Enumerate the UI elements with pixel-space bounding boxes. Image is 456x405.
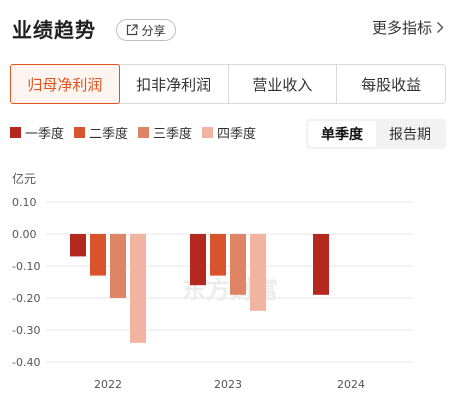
bar-2023-q4[interactable] xyxy=(250,234,266,311)
legend-label-q4: 四季度 xyxy=(217,126,257,142)
legend-item-q4[interactable]: 四季度 xyxy=(202,123,256,142)
bar-2022-q2[interactable] xyxy=(90,234,106,276)
tab-net-profit[interactable]: 归母净利润 xyxy=(10,64,120,104)
bar-2024-q1[interactable] xyxy=(313,234,329,295)
net-profit-chart: 东方财富 亿元0.100.00-0.10-0.20-0.30-0.4020222… xyxy=(12,171,412,391)
share-label: 分享 xyxy=(141,23,166,38)
legend-label-q1: 一季度 xyxy=(25,126,65,142)
tab-eps[interactable]: 每股收益 xyxy=(336,65,445,103)
bar-layer xyxy=(70,234,329,343)
y-tick-label: 0.10 xyxy=(12,196,37,209)
share-button[interactable]: 分享 xyxy=(116,19,176,41)
label-layer: 亿元 0.10 0.00 -0.10 -0.20 -0.30 -0.40 2022 2023 20… xyxy=(12,171,365,391)
page-title: 业绩趋势 xyxy=(12,18,96,42)
header: 业绩趋势 分享 更多指标 xyxy=(0,0,456,58)
x-tick-label: 2022 xyxy=(94,378,122,391)
share-icon xyxy=(127,24,139,36)
metric-tabs: 归母净利润 扣非净利润 营业收入 每股收益 xyxy=(10,64,446,104)
y-tick-label: -0.10 xyxy=(12,260,40,273)
bar-2022-q4[interactable] xyxy=(130,234,146,343)
x-tick-label: 2024 xyxy=(337,378,365,391)
tab-deducted-net-profit[interactable]: 扣非净利润 xyxy=(118,65,228,103)
bar-2022-q3[interactable] xyxy=(110,234,126,298)
report-period-button[interactable]: 报告期 xyxy=(389,127,431,143)
more-indicators-label: 更多指标 xyxy=(371,19,432,37)
single-quarter-button[interactable]: 单季度 xyxy=(308,121,376,147)
legend-swatch-q2 xyxy=(74,126,86,138)
chart-legend: 一季度 二季度 三季度 四季度 xyxy=(10,122,266,142)
legend-swatch-q4 xyxy=(202,126,214,138)
more-indicators-link[interactable]: 更多指标 xyxy=(372,17,444,38)
bar-2023-q2[interactable] xyxy=(210,234,226,276)
y-tick-label: 0.00 xyxy=(12,228,37,241)
y-axis-unit-label: 亿元 xyxy=(12,171,36,186)
legend-item-q1[interactable]: 一季度 xyxy=(10,123,64,142)
chevron-right-icon xyxy=(437,22,444,33)
legend-item-q2[interactable]: 二季度 xyxy=(74,123,128,142)
bar-2023-q3[interactable] xyxy=(230,234,246,295)
y-tick-label: -0.20 xyxy=(12,292,40,305)
grid-layer xyxy=(46,201,412,363)
legend-label-q2: 二季度 xyxy=(89,126,129,142)
legend-swatch-q3 xyxy=(138,126,150,138)
y-tick-label: -0.30 xyxy=(12,324,40,337)
bar-2022-q1[interactable] xyxy=(70,234,86,257)
legend-swatch-q1 xyxy=(10,126,21,138)
bar-2023-q1[interactable] xyxy=(190,234,206,286)
legend-item-q3[interactable]: 三季度 xyxy=(138,123,192,142)
tab-revenue[interactable]: 营业收入 xyxy=(227,65,337,103)
period-toggle: 单季度 报告期 xyxy=(306,119,446,149)
legend-label-q3: 三季度 xyxy=(153,126,193,142)
y-tick-label: -0.40 xyxy=(12,356,40,369)
x-tick-label: 2023 xyxy=(214,378,242,391)
